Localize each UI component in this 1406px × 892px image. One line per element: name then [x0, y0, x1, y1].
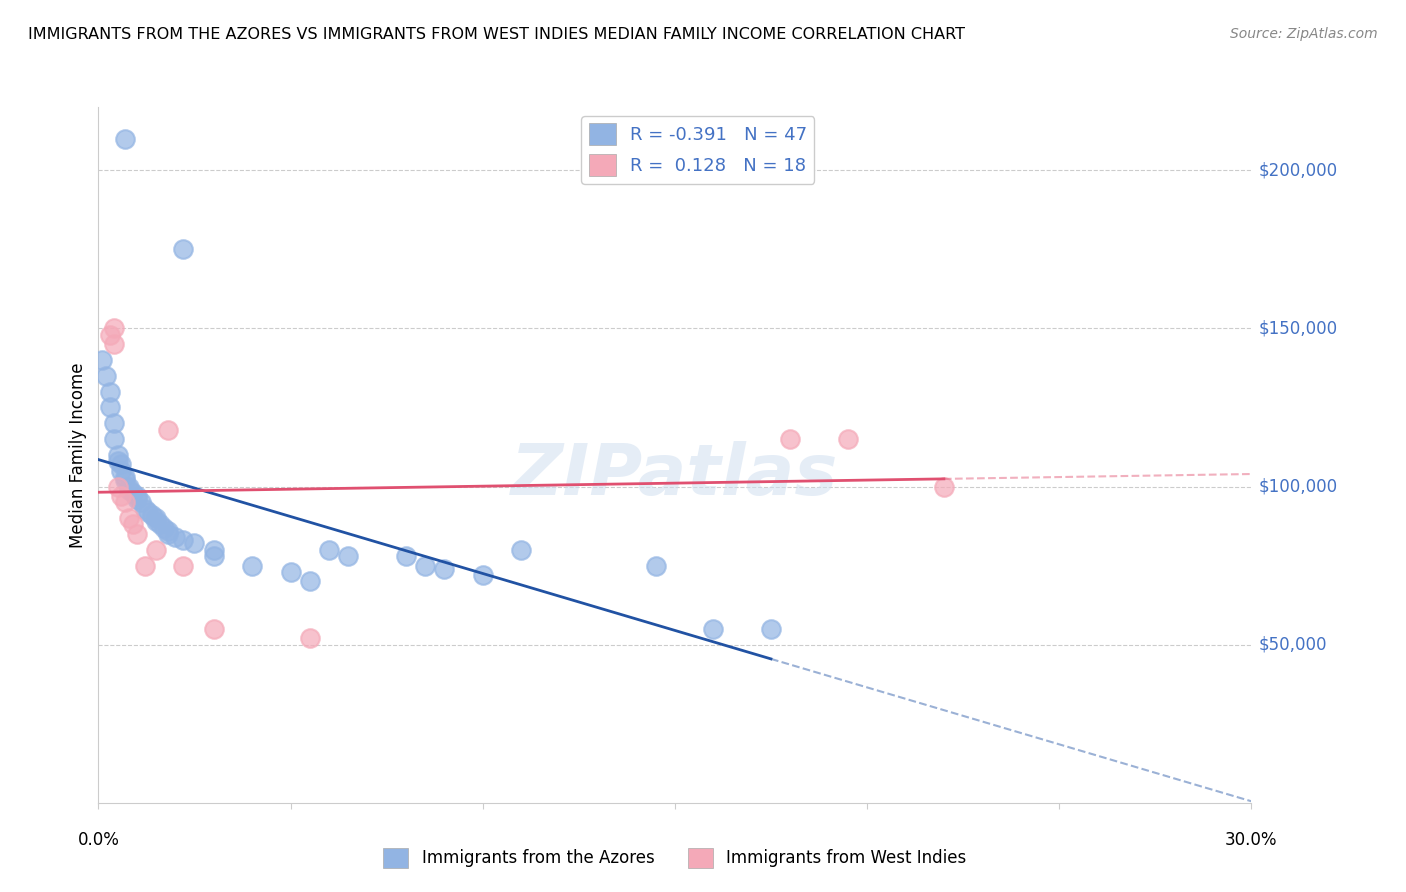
Point	[114, 131, 136, 145]
Point	[125, 489, 148, 503]
Text: $200,000: $200,000	[1258, 161, 1337, 179]
Point	[94, 368, 117, 383]
Text: 30.0%: 30.0%	[1225, 830, 1278, 848]
Point	[98, 401, 121, 415]
Point	[103, 337, 125, 351]
Point	[103, 417, 125, 431]
Point	[145, 511, 167, 525]
Point	[298, 574, 321, 589]
Point	[156, 423, 179, 437]
Text: $100,000: $100,000	[1258, 477, 1337, 496]
Text: IMMIGRANTS FROM THE AZORES VS IMMIGRANTS FROM WEST INDIES MEDIAN FAMILY INCOME C: IMMIGRANTS FROM THE AZORES VS IMMIGRANTS…	[28, 27, 965, 42]
Point	[240, 558, 263, 573]
Point	[110, 489, 132, 503]
Point	[172, 243, 194, 257]
Point	[98, 327, 121, 342]
Point	[202, 549, 225, 563]
Point	[103, 432, 125, 446]
Point	[125, 527, 148, 541]
Point	[280, 565, 302, 579]
Point	[145, 542, 167, 557]
Point	[122, 486, 145, 500]
Text: $50,000: $50,000	[1258, 636, 1327, 654]
Point	[510, 542, 533, 557]
Point	[134, 501, 156, 516]
Point	[932, 479, 955, 493]
Point	[114, 473, 136, 487]
Point	[837, 432, 859, 446]
Point	[110, 464, 132, 478]
Point	[91, 353, 114, 368]
Point	[156, 524, 179, 538]
Point	[759, 622, 782, 636]
Point	[395, 549, 418, 563]
Point	[114, 470, 136, 484]
Point	[114, 495, 136, 509]
Point	[318, 542, 340, 557]
Point	[779, 432, 801, 446]
Point	[118, 483, 141, 497]
Point	[202, 622, 225, 636]
Point	[129, 495, 152, 509]
Point	[107, 479, 129, 493]
Point	[152, 521, 174, 535]
Point	[413, 558, 436, 573]
Point	[156, 527, 179, 541]
Point	[125, 492, 148, 507]
Point	[149, 517, 172, 532]
Point	[103, 321, 125, 335]
Point	[145, 514, 167, 528]
Point	[141, 508, 163, 522]
Legend: R = -0.391   N = 47, R =  0.128   N = 18: R = -0.391 N = 47, R = 0.128 N = 18	[582, 116, 814, 184]
Point	[298, 632, 321, 646]
Text: 0.0%: 0.0%	[77, 830, 120, 848]
Point	[337, 549, 360, 563]
Y-axis label: Median Family Income: Median Family Income	[69, 362, 87, 548]
Point	[134, 558, 156, 573]
Point	[118, 479, 141, 493]
Point	[110, 458, 132, 472]
Point	[183, 536, 205, 550]
Point	[138, 505, 160, 519]
Point	[644, 558, 666, 573]
Point	[471, 568, 494, 582]
Point	[172, 533, 194, 548]
Text: ZIPatlas: ZIPatlas	[512, 442, 838, 510]
Point	[118, 511, 141, 525]
Point	[202, 542, 225, 557]
Legend: Immigrants from the Azores, Immigrants from West Indies: Immigrants from the Azores, Immigrants f…	[377, 841, 973, 875]
Point	[702, 622, 724, 636]
Point	[98, 384, 121, 399]
Point	[107, 454, 129, 468]
Point	[107, 448, 129, 462]
Text: $150,000: $150,000	[1258, 319, 1337, 337]
Text: Source: ZipAtlas.com: Source: ZipAtlas.com	[1230, 27, 1378, 41]
Point	[122, 517, 145, 532]
Point	[172, 558, 194, 573]
Point	[165, 530, 187, 544]
Point	[433, 562, 456, 576]
